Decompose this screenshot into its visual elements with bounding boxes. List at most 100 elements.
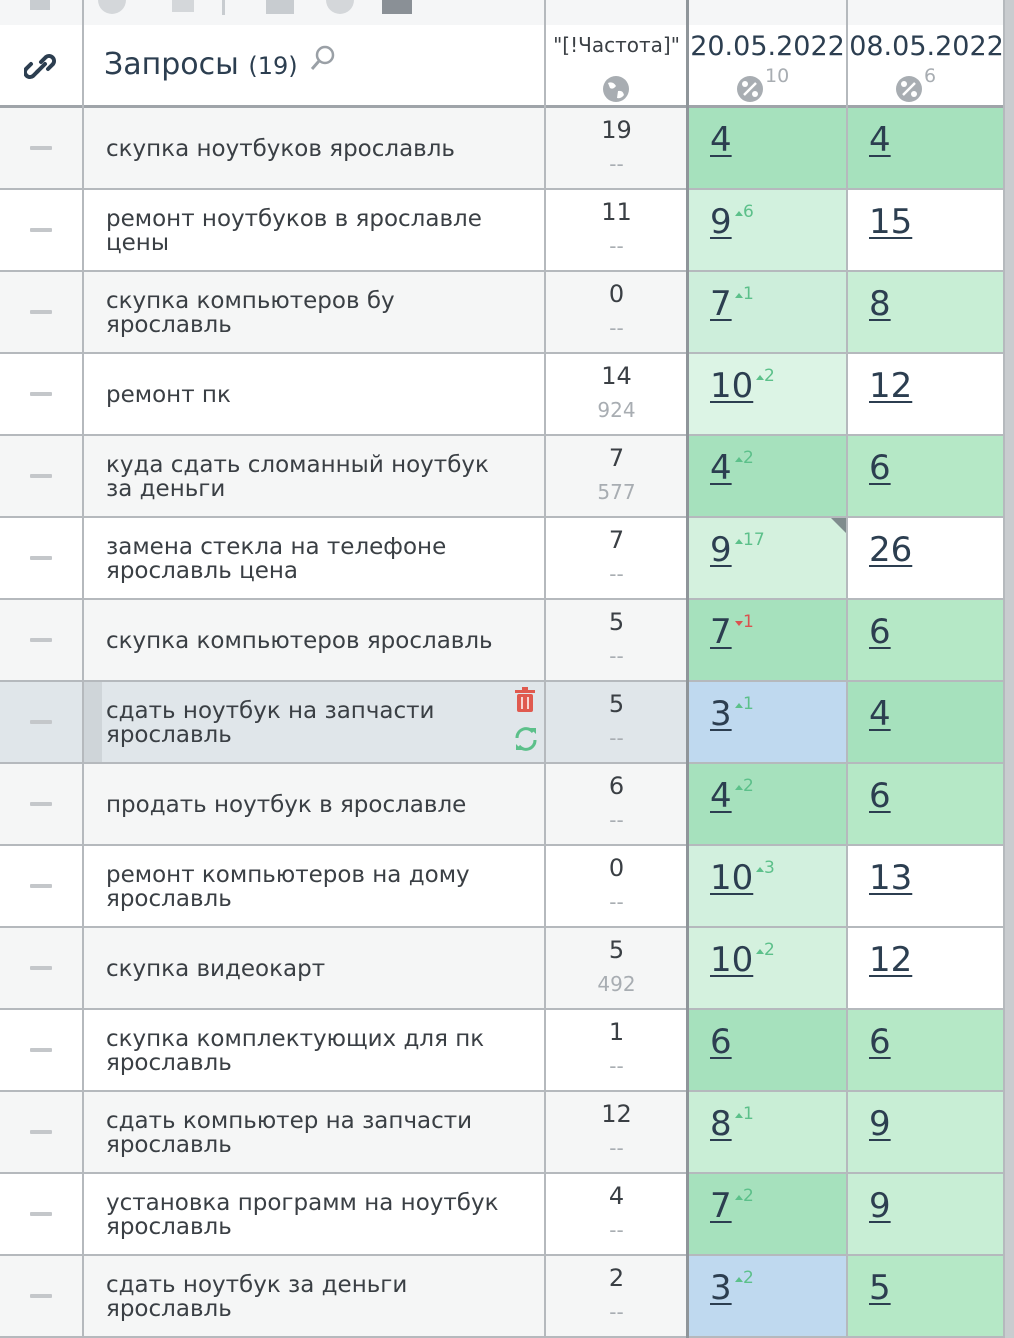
position[interactable]: 3 <box>710 694 732 734</box>
date-header: 20.05.2022 <box>690 31 845 62</box>
row-action[interactable] <box>30 1294 52 1298</box>
row-divider <box>0 516 1005 518</box>
query-text: продать ноутбук в ярославле <box>106 792 467 818</box>
position[interactable]: 10 <box>710 940 754 980</box>
position[interactable]: 8 <box>869 284 891 324</box>
search-icon[interactable] <box>310 45 336 71</box>
position-cell: 6 <box>848 764 1004 846</box>
row-action[interactable] <box>30 638 52 642</box>
position[interactable]: 4 <box>710 448 732 488</box>
position[interactable]: 4 <box>710 120 732 160</box>
position[interactable]: 12 <box>869 366 913 406</box>
table-row: ремонт компьютеров на дому ярославль 0 -- 1… <box>0 846 1005 928</box>
position[interactable]: 8 <box>710 1104 732 1144</box>
scrollbar <box>1005 0 1014 1338</box>
row-action[interactable] <box>30 310 52 314</box>
query-text: скупка видеокарт <box>106 956 326 982</box>
position[interactable]: 9 <box>869 1104 891 1144</box>
delta-value: 2 <box>743 448 754 468</box>
row-divider <box>0 762 1005 764</box>
position[interactable]: 6 <box>869 448 891 488</box>
row-divider <box>0 270 1005 272</box>
query-text: ремонт компьютеров на дому ярославль <box>106 862 470 912</box>
frequency: 0 <box>608 854 625 882</box>
position-cell: 9 <box>848 1092 1004 1174</box>
delta-arrow <box>756 867 764 872</box>
delta-arrow <box>735 1195 743 1200</box>
col-divider <box>544 0 546 1338</box>
row-action[interactable] <box>30 392 52 396</box>
row-action[interactable] <box>30 720 52 724</box>
position-cell: 10 2 <box>689 354 847 436</box>
position-cell: 15 <box>848 190 1004 272</box>
query: скупка комплектующих для пк ярославль <box>106 1010 516 1092</box>
row-action[interactable] <box>30 1048 52 1052</box>
row-action[interactable] <box>30 1212 52 1216</box>
query: скупка ноутбуков ярославль <box>106 108 516 190</box>
position[interactable]: 7 <box>710 612 732 652</box>
header-title-wrap: Запросы (19) <box>104 47 298 82</box>
position[interactable]: 5 <box>869 1268 891 1308</box>
table-row: ремонт ноутбуков в ярославле цены 11 -- 9 6 1… <box>0 190 1005 272</box>
delta-arrow <box>756 375 764 380</box>
frequency-exact: 577 <box>597 480 636 504</box>
row-action[interactable] <box>30 802 52 806</box>
position[interactable]: 7 <box>710 284 732 324</box>
row-action[interactable] <box>30 556 52 560</box>
row-action[interactable] <box>30 474 52 478</box>
row-divider <box>0 844 1005 846</box>
row-icons[interactable] <box>512 686 542 756</box>
position[interactable]: 4 <box>869 694 891 734</box>
delta-value: 3 <box>764 858 775 878</box>
position[interactable]: 6 <box>869 776 891 816</box>
row-divider <box>0 680 1005 682</box>
link-icon[interactable] <box>24 51 58 85</box>
position[interactable]: 6 <box>869 1022 891 1062</box>
position-cell: 4 <box>848 682 1004 764</box>
query-text: сдать компьютер на запчасти ярославль <box>106 1108 473 1158</box>
table-row: скупка видеокарт 5 492 10 2 12 <box>0 928 1005 1010</box>
percent-icon <box>737 76 763 102</box>
frequency-exact: -- <box>609 1136 624 1160</box>
position-cell: 4 <box>689 108 847 190</box>
position-delta: 2 <box>735 1268 754 1288</box>
row-action[interactable] <box>30 146 52 150</box>
table-row: скупка компьютеров ярославль 5 -- 7 1 6 <box>0 600 1005 682</box>
row-action[interactable] <box>30 1130 52 1134</box>
position[interactable]: 15 <box>869 202 913 242</box>
position-cell: 12 <box>848 928 1004 1010</box>
position[interactable]: 6 <box>869 612 891 652</box>
row-action[interactable] <box>30 966 52 970</box>
position-cell: 26 <box>848 518 1004 600</box>
col-divider <box>846 0 848 1338</box>
position[interactable]: 10 <box>710 858 754 898</box>
position[interactable]: 9 <box>710 202 732 242</box>
position[interactable]: 6 <box>710 1022 732 1062</box>
position[interactable]: 10 <box>710 366 754 406</box>
frequency: 5 <box>608 690 625 718</box>
table-header: Запросы (19) "[!Частота]" 20.05.2022 10 08… <box>0 25 1005 108</box>
position[interactable]: 9 <box>869 1186 891 1226</box>
frequency: 0 <box>608 280 625 308</box>
position[interactable]: 4 <box>869 120 891 160</box>
position-cell: 6 <box>689 1010 847 1092</box>
row-action[interactable] <box>30 228 52 232</box>
position[interactable]: 9 <box>710 530 732 570</box>
position[interactable]: 13 <box>869 858 913 898</box>
position[interactable]: 3 <box>710 1268 732 1308</box>
row-action[interactable] <box>30 884 52 888</box>
row-divider <box>0 1008 1005 1010</box>
position[interactable]: 26 <box>869 530 913 570</box>
position[interactable]: 12 <box>869 940 913 980</box>
query: скупка компьютеров ярославль <box>106 600 516 682</box>
delta-arrow <box>735 539 743 544</box>
frequency-exact: 924 <box>597 398 636 422</box>
position[interactable]: 7 <box>710 1186 732 1226</box>
percent-icon <box>896 76 922 102</box>
position-delta: 2 <box>735 448 754 468</box>
frequency-exact: -- <box>609 644 624 668</box>
row-divider <box>0 1336 1005 1338</box>
position[interactable]: 4 <box>710 776 732 816</box>
